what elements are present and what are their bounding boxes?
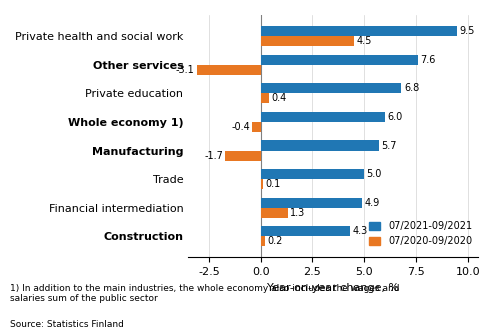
Text: 5.7: 5.7 — [381, 141, 397, 150]
Bar — [261, 236, 265, 247]
Text: -0.4: -0.4 — [231, 122, 250, 132]
Bar — [261, 226, 350, 236]
Legend: 07/2021-09/2021, 07/2020-09/2020: 07/2021-09/2021, 07/2020-09/2020 — [365, 217, 476, 250]
Text: -1.7: -1.7 — [204, 150, 223, 160]
Text: 9.5: 9.5 — [460, 26, 475, 36]
Text: 4.9: 4.9 — [365, 198, 380, 208]
Text: 6.8: 6.8 — [404, 83, 419, 93]
Bar — [252, 122, 261, 132]
Text: 6.0: 6.0 — [387, 112, 403, 122]
Bar — [261, 208, 287, 218]
Text: 4.5: 4.5 — [356, 36, 372, 46]
Bar — [261, 112, 385, 122]
Bar — [261, 55, 418, 65]
Text: Source: Statistics Finland: Source: Statistics Finland — [10, 320, 124, 329]
Bar — [261, 169, 364, 179]
Bar — [261, 36, 354, 46]
Text: 7.6: 7.6 — [421, 55, 436, 65]
Bar — [197, 65, 261, 75]
Text: 0.2: 0.2 — [267, 236, 282, 247]
Bar — [261, 93, 269, 103]
Bar — [261, 26, 458, 36]
Bar — [261, 179, 263, 189]
Bar — [261, 83, 401, 93]
Bar — [261, 198, 362, 208]
Text: -3.1: -3.1 — [176, 65, 194, 75]
Bar — [261, 141, 379, 150]
Text: 4.3: 4.3 — [352, 226, 367, 236]
Text: 0.4: 0.4 — [272, 93, 287, 103]
Bar — [225, 150, 261, 160]
Text: 1.3: 1.3 — [290, 208, 305, 218]
Text: 5.0: 5.0 — [367, 169, 382, 179]
Text: 0.1: 0.1 — [265, 179, 281, 189]
X-axis label: Year-on-year change, %: Year-on-year change, % — [267, 283, 399, 293]
Text: 1) In addition to the main industries, the whole economy also includes the wages: 1) In addition to the main industries, t… — [10, 284, 399, 303]
